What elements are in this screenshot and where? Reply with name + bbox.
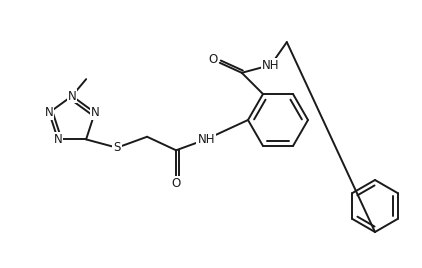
Text: NH: NH — [262, 58, 279, 72]
Text: NH: NH — [197, 133, 215, 146]
Text: O: O — [171, 177, 181, 190]
Text: S: S — [114, 141, 121, 154]
Text: N: N — [90, 106, 99, 119]
Text: O: O — [208, 53, 217, 66]
Text: N: N — [68, 90, 76, 102]
Text: N: N — [54, 133, 62, 146]
Text: N: N — [45, 106, 54, 119]
